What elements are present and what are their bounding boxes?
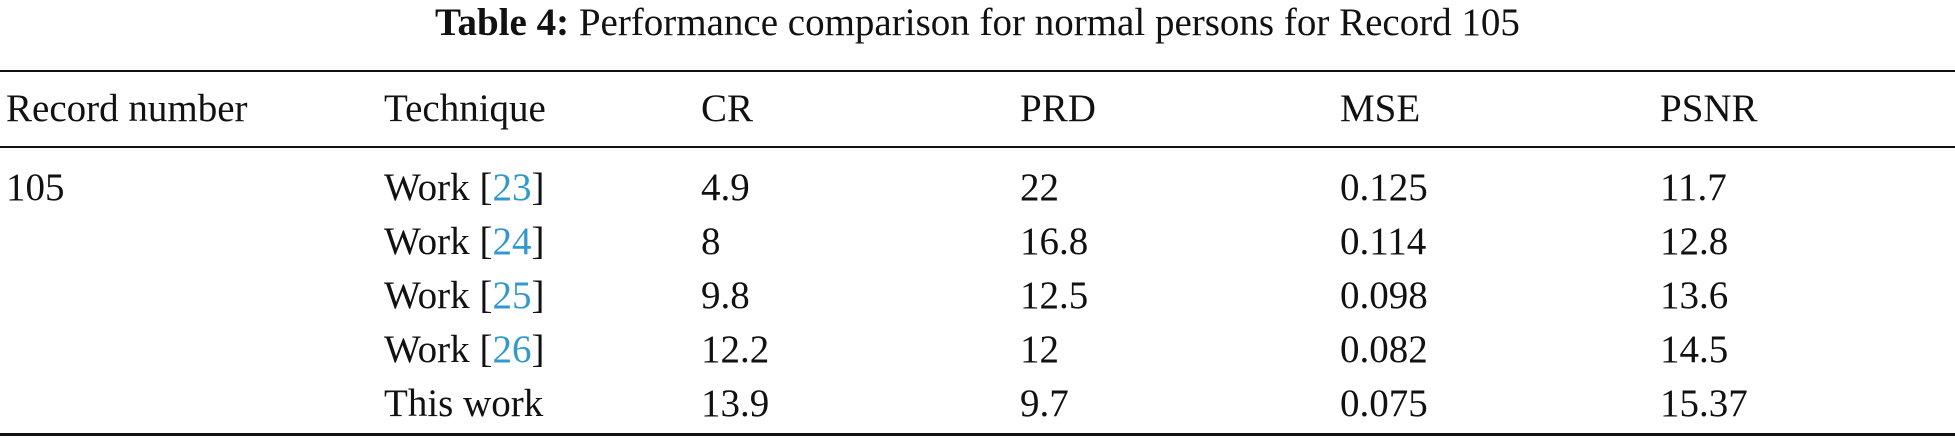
cell-psnr: 12.8 (1660, 220, 1729, 263)
cell-cr: 8 (701, 220, 721, 263)
reference-link-24[interactable]: 24 (492, 220, 532, 263)
technique-name: Work (384, 274, 470, 317)
cell-technique: Work [24] (384, 220, 545, 263)
cell-mse: 0.082 (1340, 328, 1428, 371)
cell-cr: 4.9 (701, 166, 750, 209)
top-rule (0, 70, 1955, 72)
header-record-number: Record number (6, 87, 248, 130)
cell-psnr: 13.6 (1660, 274, 1729, 317)
table-caption-text: Performance comparison for normal person… (578, 1, 1520, 44)
cell-cr: 9.8 (701, 274, 750, 317)
technique-name: Work (384, 328, 470, 371)
reference-link-26[interactable]: 26 (492, 328, 532, 371)
cell-mse: 0.125 (1340, 166, 1428, 209)
cell-psnr: 11.7 (1660, 166, 1727, 209)
cell-prd: 12.5 (1020, 274, 1089, 317)
cell-psnr: 15.37 (1660, 382, 1748, 425)
table-caption: Table 4: Performance comparison for norm… (0, 0, 1955, 50)
technique-name: This work (384, 382, 544, 425)
cell-psnr: 14.5 (1660, 328, 1729, 371)
header-prd: PRD (1020, 87, 1096, 130)
bottom-rule (0, 433, 1955, 436)
header-cr: CR (701, 87, 754, 130)
header-psnr: PSNR (1660, 87, 1758, 130)
cell-technique: Work [23] (384, 166, 545, 209)
header-mse: MSE (1340, 87, 1421, 130)
cell-technique: This work (384, 381, 543, 427)
cell-technique: Work [25] (384, 274, 545, 317)
cell-prd: 22 (1020, 166, 1059, 209)
cell-mse: 0.114 (1340, 220, 1427, 263)
technique-name: Work (384, 220, 470, 263)
table-caption-label: Table 4: (435, 1, 570, 44)
cell-cr: 13.9 (701, 382, 770, 425)
header-rule (0, 146, 1955, 148)
cell-prd: 16.8 (1020, 220, 1089, 263)
cell-mse: 0.075 (1340, 382, 1428, 425)
header-technique: Technique (384, 87, 546, 130)
cell-cr: 12.2 (701, 328, 770, 371)
reference-link-23[interactable]: 23 (492, 166, 532, 209)
reference-link-25[interactable]: 25 (492, 274, 532, 317)
cell-mse: 0.098 (1340, 274, 1428, 317)
technique-name: Work (384, 166, 470, 209)
cell-prd: 12 (1020, 328, 1059, 371)
cell-technique: Work [26] (384, 328, 545, 371)
cell-prd: 9.7 (1020, 382, 1069, 425)
cell-record-number: 105 (6, 166, 65, 209)
